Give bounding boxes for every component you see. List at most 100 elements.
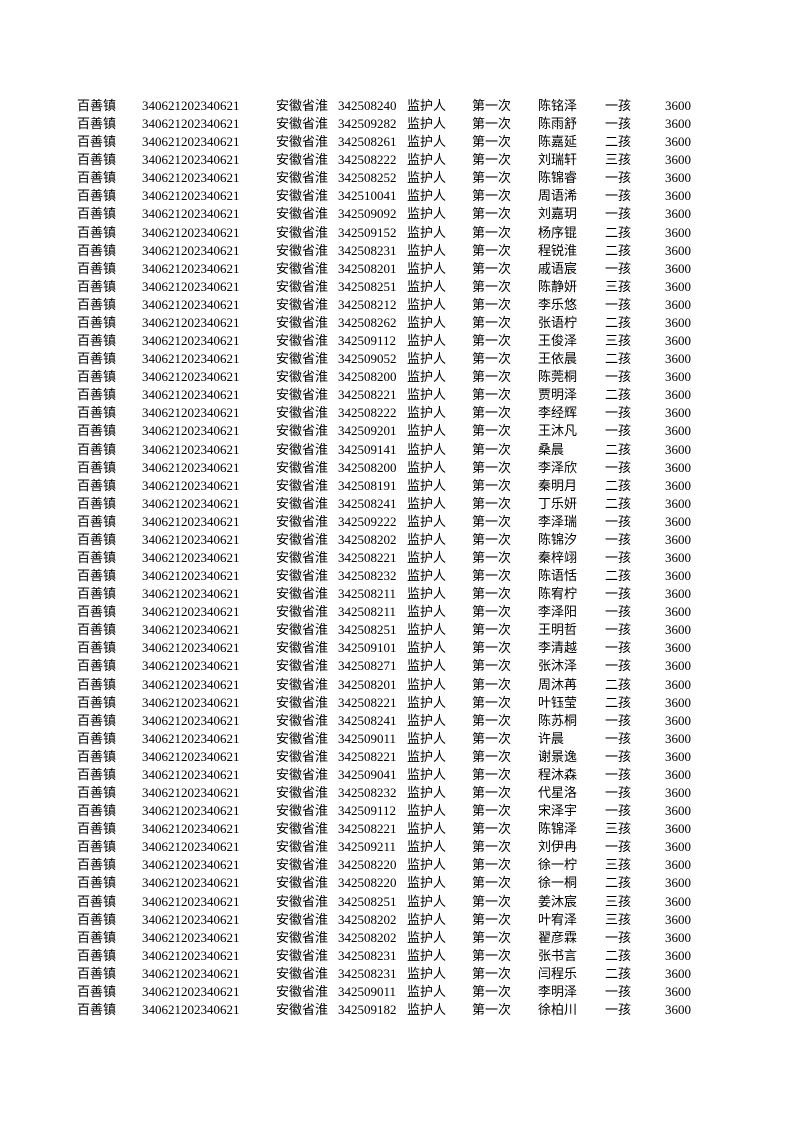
amount-cell: 3600 bbox=[665, 188, 691, 204]
child-order-cell: 二孩 bbox=[605, 694, 632, 710]
address-cell: 安徽省淮 bbox=[276, 929, 329, 945]
town-cell: 百善镇 bbox=[77, 875, 117, 891]
child-name-cell: 徐柏川 bbox=[538, 1002, 578, 1017]
amount-cell: 3600 bbox=[665, 947, 691, 963]
address-cell: 安徽省淮 bbox=[276, 351, 329, 367]
role-cell: 监护人 bbox=[407, 206, 447, 222]
id-number-cell: 342508222 bbox=[338, 405, 397, 421]
amount-cell: 3600 bbox=[665, 152, 691, 168]
id-number-cell: 342508221 bbox=[338, 748, 397, 764]
child-order-cell: 二孩 bbox=[605, 495, 632, 511]
child-order-cell: 一孩 bbox=[605, 785, 632, 801]
address-cell: 安徽省淮 bbox=[276, 134, 329, 150]
town-cell: 百善镇 bbox=[77, 260, 117, 276]
child-order-cell: 二孩 bbox=[605, 242, 632, 258]
town-cell: 百善镇 bbox=[77, 893, 117, 909]
child-order-cell: 一孩 bbox=[605, 839, 632, 855]
code-cell: 340621202340621 bbox=[142, 495, 240, 511]
code-cell: 340621202340621 bbox=[142, 568, 240, 584]
town-cell: 百善镇 bbox=[77, 459, 117, 475]
address-cell: 安徽省淮 bbox=[276, 586, 329, 602]
times-cell: 第一次 bbox=[472, 495, 512, 511]
times-cell: 第一次 bbox=[472, 929, 512, 945]
child-order-cell: 一孩 bbox=[605, 929, 632, 945]
role-cell: 监护人 bbox=[407, 676, 447, 692]
child-name-cell: 李泽欣 bbox=[538, 459, 578, 475]
role-cell: 监护人 bbox=[407, 459, 447, 475]
town-cell: 百善镇 bbox=[77, 531, 117, 547]
address-cell: 安徽省淮 bbox=[276, 1002, 329, 1017]
town-cell: 百善镇 bbox=[77, 477, 117, 493]
amount-cell: 3600 bbox=[665, 260, 691, 276]
id-number-cell: 342509112 bbox=[338, 803, 397, 819]
child-name-cell: 戚语宸 bbox=[538, 260, 578, 276]
code-cell: 340621202340621 bbox=[142, 604, 240, 620]
id-number-cell: 342508261 bbox=[338, 134, 397, 150]
times-cell: 第一次 bbox=[472, 170, 512, 186]
id-number-cell: 342508232 bbox=[338, 785, 397, 801]
town-cell: 百善镇 bbox=[77, 242, 117, 258]
address-cell: 安徽省淮 bbox=[276, 513, 329, 529]
role-cell: 监护人 bbox=[407, 333, 447, 349]
address-cell: 安徽省淮 bbox=[276, 694, 329, 710]
role-cell: 监护人 bbox=[407, 314, 447, 330]
town-cell: 百善镇 bbox=[77, 911, 117, 927]
child-name-cell: 秦明月 bbox=[538, 477, 578, 493]
address-cell: 安徽省淮 bbox=[276, 550, 329, 565]
role-cell: 监护人 bbox=[407, 477, 447, 493]
amount-cell: 3600 bbox=[665, 676, 691, 692]
code-cell: 340621202340621 bbox=[142, 965, 240, 981]
role-cell: 监护人 bbox=[407, 640, 447, 656]
child-name-cell: 陈锦汐 bbox=[538, 531, 578, 547]
child-order-cell: 二孩 bbox=[605, 676, 632, 692]
child-order-cell: 三孩 bbox=[605, 857, 632, 873]
code-cell: 340621202340621 bbox=[142, 351, 240, 367]
child-order-cell: 二孩 bbox=[605, 351, 632, 367]
child-order-cell: 一孩 bbox=[605, 513, 632, 529]
address-cell: 安徽省淮 bbox=[276, 604, 329, 620]
town-cell: 百善镇 bbox=[77, 965, 117, 981]
child-name-cell: 闫程乐 bbox=[538, 965, 578, 981]
address-cell: 安徽省淮 bbox=[276, 766, 329, 782]
child-name-cell: 刘瑞轩 bbox=[538, 152, 578, 168]
id-number-cell: 342509201 bbox=[338, 423, 397, 439]
times-cell: 第一次 bbox=[472, 568, 512, 584]
code-cell: 340621202340621 bbox=[142, 278, 240, 294]
amount-cell: 3600 bbox=[665, 640, 691, 656]
child-name-cell: 张沐泽 bbox=[538, 658, 578, 674]
child-order-cell: 一孩 bbox=[605, 1002, 632, 1017]
address-cell: 安徽省淮 bbox=[276, 242, 329, 258]
code-cell: 340621202340621 bbox=[142, 242, 240, 258]
child-name-cell: 程沐森 bbox=[538, 766, 578, 782]
child-order-cell: 一孩 bbox=[605, 640, 632, 656]
role-cell: 监护人 bbox=[407, 170, 447, 186]
role-cell: 监护人 bbox=[407, 98, 447, 113]
child-order-cell: 一孩 bbox=[605, 604, 632, 620]
id-number-cell: 342509112 bbox=[338, 333, 397, 349]
code-cell: 340621202340621 bbox=[142, 586, 240, 602]
address-cell: 安徽省淮 bbox=[276, 911, 329, 927]
role-cell: 监护人 bbox=[407, 152, 447, 168]
times-cell: 第一次 bbox=[472, 983, 512, 999]
times-cell: 第一次 bbox=[472, 441, 512, 457]
id-number-cell: 342508221 bbox=[338, 821, 397, 837]
town-cell: 百善镇 bbox=[77, 296, 117, 312]
id-number-cell: 342508232 bbox=[338, 568, 397, 584]
times-cell: 第一次 bbox=[472, 785, 512, 801]
amount-cell: 3600 bbox=[665, 658, 691, 674]
address-cell: 安徽省淮 bbox=[276, 676, 329, 692]
code-cell: 340621202340621 bbox=[142, 387, 240, 403]
id-number-cell: 342508191 bbox=[338, 477, 397, 493]
role-cell: 监护人 bbox=[407, 441, 447, 457]
code-cell: 340621202340621 bbox=[142, 260, 240, 276]
amount-cell: 3600 bbox=[665, 296, 691, 312]
id-number-cell: 342508220 bbox=[338, 857, 397, 873]
address-cell: 安徽省淮 bbox=[276, 622, 329, 638]
role-cell: 监护人 bbox=[407, 712, 447, 728]
role-cell: 监护人 bbox=[407, 568, 447, 584]
role-cell: 监护人 bbox=[407, 785, 447, 801]
id-number-cell: 342509182 bbox=[338, 1002, 397, 1017]
role-cell: 监护人 bbox=[407, 224, 447, 240]
amount-cell: 3600 bbox=[665, 333, 691, 349]
